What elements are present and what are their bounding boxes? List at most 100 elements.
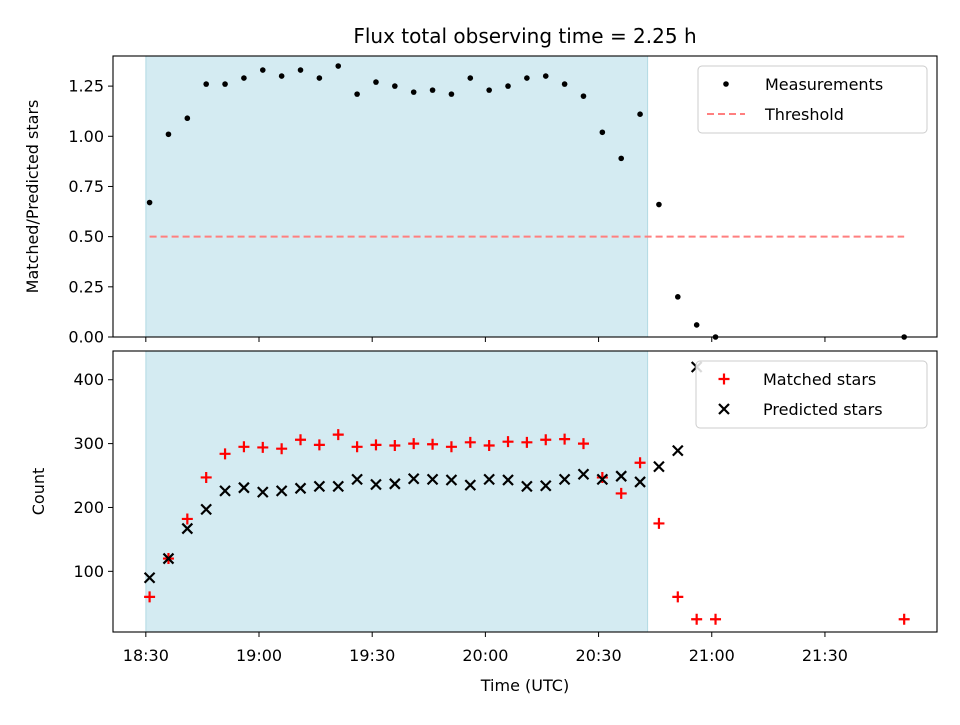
predicted-stars-point: [672, 444, 684, 457]
matched-stars-point: [295, 434, 307, 446]
predicted-stars-point: [181, 522, 194, 535]
predicted-stars-point: [502, 474, 514, 486]
predicted-stars-point: [577, 468, 590, 481]
predicted-stars-point: [483, 473, 495, 486]
measurement-point: [637, 111, 643, 118]
x-tick-label: 19:30: [349, 646, 395, 665]
predicted-stars-point: [464, 479, 477, 491]
matched-stars-point: [691, 613, 703, 625]
matched-stars-point: [219, 448, 231, 460]
ratio-panel-frame: [112, 55, 938, 338]
measurement-point: [316, 75, 323, 81]
measurement-point: [656, 201, 662, 208]
predicted-stars-point: [332, 480, 345, 493]
x-tick-label: 20:30: [576, 646, 622, 665]
measurement-point: [561, 81, 568, 87]
observing-window-band-top: [145, 55, 649, 338]
measurement-point: [505, 83, 511, 89]
x-tick-label: 20:00: [462, 646, 508, 665]
measurement-point: [335, 63, 342, 69]
matched-stars-point: [351, 441, 363, 453]
matched-stars-point: [898, 613, 910, 625]
matched-stars-point: [634, 457, 646, 469]
predicted-stars-point: [558, 473, 571, 486]
measurement-point: [184, 115, 191, 122]
legend-label: Measurements: [765, 75, 883, 94]
matched-stars-point: [181, 513, 193, 525]
measurement-point: [297, 67, 304, 73]
y-tick-label: 200: [73, 498, 104, 517]
measurement-point: [392, 83, 398, 89]
predicted-stars-point: [615, 470, 627, 482]
legend-box: [695, 360, 928, 429]
measurement-point: [241, 75, 247, 81]
matched-stars-point: [615, 487, 627, 499]
measurement-point: [222, 81, 228, 87]
legend-matched-marker: [718, 373, 730, 385]
ratio-series-marks: [146, 63, 907, 340]
matched-stars-point: [672, 591, 684, 603]
ratio-panel: 0.00 0.25 0.50 0.75 1.00 1.25 Matched/Predict…: [23, 55, 938, 347]
matched-stars-point: [502, 436, 514, 448]
chart-title: Flux total observing time = 2.25 h: [353, 24, 696, 48]
matched-stars-point: [596, 471, 608, 483]
measurement-point: [448, 91, 455, 97]
predicted-stars-point: [539, 479, 552, 492]
matched-stars-point: [559, 433, 571, 445]
predicted-stars-point: [445, 474, 458, 486]
predicted-stars-point: [426, 473, 439, 486]
predicted-stars-point: [162, 552, 175, 565]
count-panel: 18:30 19:00 19:30 20:00 20:30 21:00 21:30 100 20…: [29, 350, 938, 665]
predicted-stars-point: [257, 486, 269, 498]
count-panel-ticks: 18:30 19:00 19:30 20:00 20:30 21:00 21:30 100 20…: [73, 370, 848, 665]
measurement-point: [675, 294, 681, 300]
predicted-stars-point: [219, 485, 231, 497]
measurement-point: [203, 81, 209, 87]
measurement-point: [467, 75, 474, 81]
x-tick-label: 21:30: [802, 646, 848, 665]
matched-stars-point: [427, 438, 439, 450]
matched-stars-point: [540, 434, 552, 446]
y-tick-label: 300: [73, 434, 104, 453]
count-series-marks: [143, 361, 910, 625]
predicted-stars-point: [313, 480, 326, 493]
predicted-stars-point: [294, 482, 307, 495]
measurement-point: [618, 155, 625, 162]
x-axis-label: Time (UTC): [480, 676, 569, 695]
matched-stars-point: [710, 613, 722, 625]
measurement-point: [486, 87, 492, 93]
matched-stars-point: [144, 591, 156, 603]
matched-stars-point: [521, 436, 533, 448]
measurement-point: [259, 67, 266, 73]
measurement-point: [580, 93, 587, 99]
measurement-point: [373, 79, 379, 85]
matched-stars-point: [577, 438, 589, 450]
predicted-stars-point: [200, 503, 212, 516]
count-legend: Matched stars Predicted stars: [695, 360, 928, 429]
matched-stars-point: [445, 441, 457, 453]
measurement-point: [693, 322, 700, 328]
measurement-point: [165, 131, 172, 138]
count-y-axis-label: Count: [29, 468, 48, 516]
predicted-stars-point: [370, 478, 382, 491]
x-tick-label: 19:00: [236, 646, 282, 665]
predicted-stars-point: [634, 476, 646, 488]
matched-stars-point: [370, 439, 382, 451]
predicted-stars-point: [521, 480, 533, 493]
predicted-stars-point: [275, 485, 288, 497]
predicted-stars-point: [143, 571, 156, 584]
y-tick-label: 1.00: [68, 127, 104, 146]
legend-label: Threshold: [764, 105, 844, 124]
measurement-point: [410, 89, 417, 95]
ratio-y-axis-label: Matched/Predicted stars: [23, 100, 42, 294]
matched-stars-point: [238, 441, 250, 453]
ratio-legend: Measurements Threshold: [697, 65, 928, 134]
predicted-stars-point: [407, 472, 420, 485]
measurement-point: [599, 129, 606, 136]
predicted-stars-point: [653, 460, 665, 473]
legend-label: Predicted stars: [763, 400, 883, 419]
ratio-panel-ticks: 0.00 0.25 0.50 0.75 1.00 1.25: [68, 77, 826, 347]
matched-stars-point: [257, 441, 269, 453]
x-tick-label: 21:00: [689, 646, 735, 665]
